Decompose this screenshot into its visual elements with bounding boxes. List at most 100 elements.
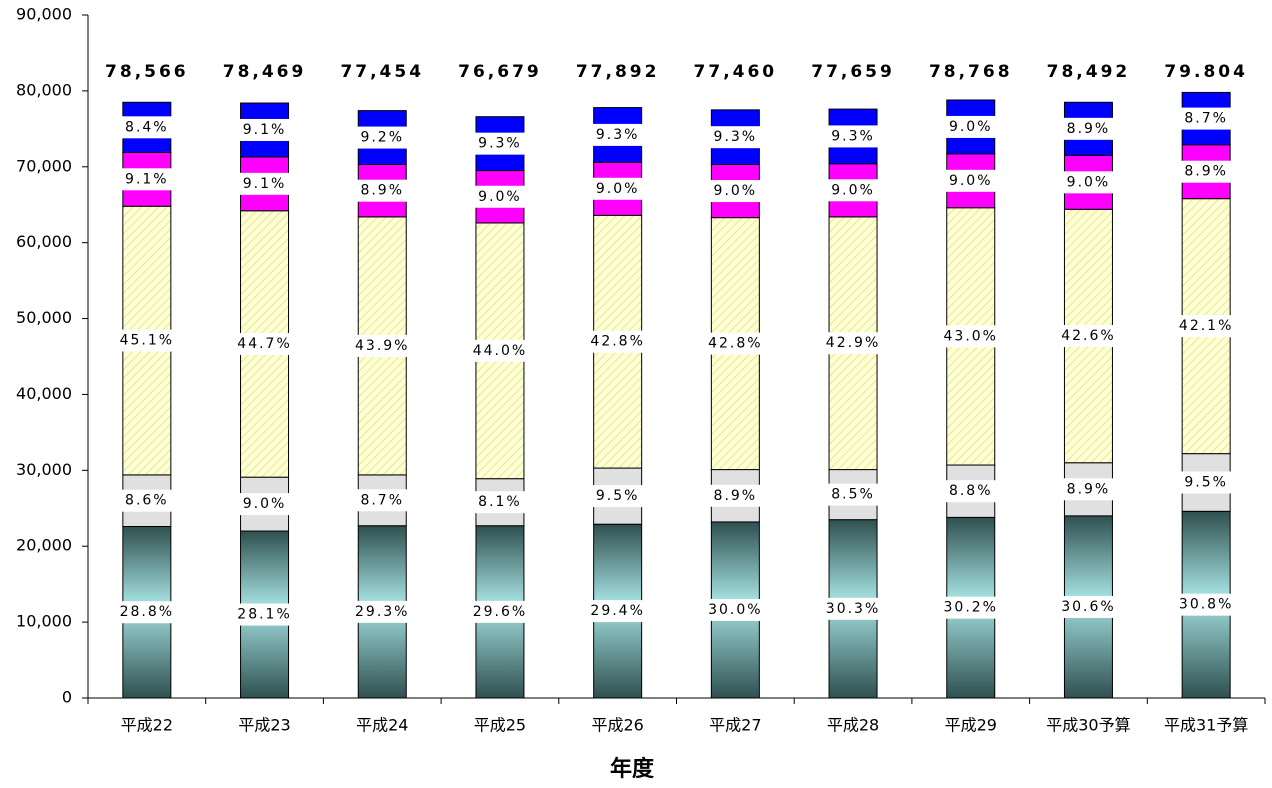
- share-label-text: 9.0%: [1067, 174, 1111, 190]
- share-label: 8.5%: [827, 483, 879, 506]
- share-label-bg: [238, 172, 291, 195]
- y-tick-label: 50,000: [16, 308, 72, 327]
- share-label-bg: [1062, 117, 1115, 140]
- share-label-text: 29.3%: [355, 604, 409, 620]
- share-label: 8.6%: [121, 489, 173, 512]
- total-label: 78,566: [105, 62, 189, 82]
- share-label-bg: [821, 597, 885, 620]
- share-label: 9.5%: [591, 485, 644, 508]
- share-label-text: 8.1%: [478, 494, 522, 510]
- y-tick-label: 90,000: [16, 5, 72, 24]
- x-tick-label: 平成29: [945, 716, 997, 735]
- share-label-text: 45.1%: [120, 333, 174, 349]
- y-tick-label: 60,000: [16, 232, 72, 251]
- share-label-text: 8.9%: [714, 488, 758, 504]
- share-label: 42.9%: [821, 332, 885, 355]
- share-label: 43.0%: [939, 325, 1002, 348]
- share-label: 28.8%: [115, 601, 179, 624]
- share-label-text: 28.8%: [120, 604, 174, 620]
- share-label-text: 9.3%: [714, 129, 758, 145]
- share-label: 9.2%: [356, 126, 409, 149]
- share-label-bg: [821, 332, 885, 355]
- share-label-bg: [709, 484, 762, 507]
- share-label-text: 9.0%: [714, 183, 758, 199]
- share-label: 8.1%: [474, 491, 526, 514]
- share-label-bg: [1180, 107, 1232, 130]
- share-label-bg: [238, 493, 291, 516]
- share-label: 44.7%: [233, 332, 296, 355]
- x-tick-label: 平成31予算: [1164, 716, 1248, 735]
- share-label-bg: [121, 489, 173, 512]
- share-label-bg: [591, 485, 644, 508]
- share-label-bg: [468, 339, 532, 362]
- share-label: 42.8%: [704, 332, 767, 355]
- share-label-text: 9.3%: [831, 128, 875, 144]
- share-label-bg: [704, 332, 767, 355]
- share-label-text: 9.3%: [478, 136, 522, 152]
- share-label: 8.8%: [944, 480, 997, 503]
- share-label: 42.1%: [1174, 315, 1238, 338]
- x-tick-label: 平成25: [474, 716, 526, 735]
- share-label: 8.4%: [121, 116, 173, 139]
- share-label-text: 44.7%: [237, 336, 291, 352]
- share-label: 9.5%: [1180, 471, 1232, 494]
- share-label-bg: [238, 118, 291, 141]
- total-label: 78,492: [1047, 62, 1131, 82]
- share-label: 30.3%: [821, 597, 885, 620]
- share-label: 42.6%: [1057, 325, 1120, 348]
- total-label: 77,460: [694, 62, 778, 82]
- total-label: 78,469: [223, 62, 307, 82]
- share-label-bg: [351, 334, 414, 357]
- share-label-bg: [121, 116, 173, 139]
- share-label-text: 43.0%: [944, 328, 998, 344]
- x-tick-label: 平成24: [356, 716, 408, 735]
- share-label-bg: [1180, 160, 1232, 183]
- share-label-bg: [1057, 595, 1120, 618]
- total-label: 77,454: [340, 62, 424, 82]
- share-label-bg: [356, 126, 409, 149]
- share-label-bg: [115, 601, 179, 624]
- share-label: 9.0%: [1062, 171, 1115, 194]
- share-label: 8.9%: [709, 484, 762, 507]
- total-label: 78,768: [929, 62, 1013, 82]
- share-label-text: 8.8%: [949, 483, 993, 499]
- share-label-text: 9.0%: [478, 189, 522, 205]
- share-label: 9.0%: [238, 493, 291, 516]
- share-label-bg: [709, 180, 762, 203]
- share-label: 30.0%: [704, 598, 767, 621]
- share-label-bg: [709, 126, 762, 149]
- share-label-bg: [827, 125, 879, 148]
- share-label-text: 42.8%: [590, 334, 644, 350]
- share-label-text: 9.0%: [949, 119, 993, 135]
- share-label-text: 8.7%: [1184, 111, 1228, 127]
- share-label-text: 9.5%: [596, 488, 640, 504]
- y-tick-label: 80,000: [16, 80, 72, 99]
- share-label: 9.3%: [591, 123, 644, 146]
- total-label: 77,892: [576, 62, 660, 82]
- share-label: 9.1%: [238, 118, 291, 141]
- share-label-bg: [233, 332, 296, 355]
- share-label: 8.7%: [356, 489, 409, 512]
- share-label: 30.8%: [1174, 593, 1238, 616]
- share-label-bg: [356, 489, 409, 512]
- share-label-text: 9.1%: [243, 122, 287, 138]
- share-label-bg: [827, 483, 879, 506]
- share-label: 29.4%: [586, 600, 649, 623]
- share-label: 9.0%: [474, 185, 526, 208]
- share-label: 9.1%: [238, 172, 291, 195]
- share-label-text: 30.8%: [1179, 597, 1233, 613]
- share-label-text: 8.9%: [360, 183, 404, 199]
- total-label: 77,659: [811, 62, 895, 82]
- share-label-bg: [468, 600, 532, 623]
- share-label: 9.0%: [591, 177, 644, 200]
- share-label-text: 44.0%: [473, 343, 527, 359]
- share-label-bg: [474, 185, 526, 208]
- share-label-text: 28.1%: [237, 607, 291, 623]
- share-label-bg: [944, 115, 997, 138]
- share-label-text: 8.9%: [1067, 121, 1111, 137]
- share-label: 8.9%: [1062, 117, 1115, 140]
- share-label: 30.2%: [939, 596, 1002, 619]
- share-label-bg: [121, 168, 173, 191]
- share-label: 45.1%: [115, 329, 179, 352]
- share-label-bg: [827, 179, 879, 202]
